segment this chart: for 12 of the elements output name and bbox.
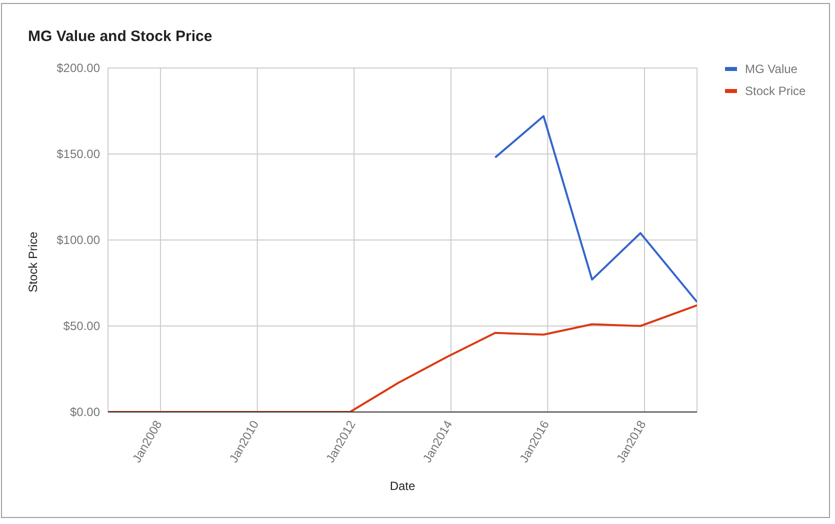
y-tick-label: $50.00 [63,319,100,334]
y-tick-label: $200.00 [56,61,100,76]
y-tick-label: $150.00 [56,147,100,162]
y-axis-title: Stock Price [26,231,40,292]
legend-label: Stock Price [745,84,806,98]
legend-label: MG Value [745,62,798,76]
chart-title: MG Value and Stock Price [28,28,212,46]
line-series [494,115,697,303]
y-tick-label: $100.00 [56,233,100,248]
line-series [108,304,697,412]
y-tick-label: $0.00 [70,405,100,420]
x-axis-title: Date [390,479,416,493]
